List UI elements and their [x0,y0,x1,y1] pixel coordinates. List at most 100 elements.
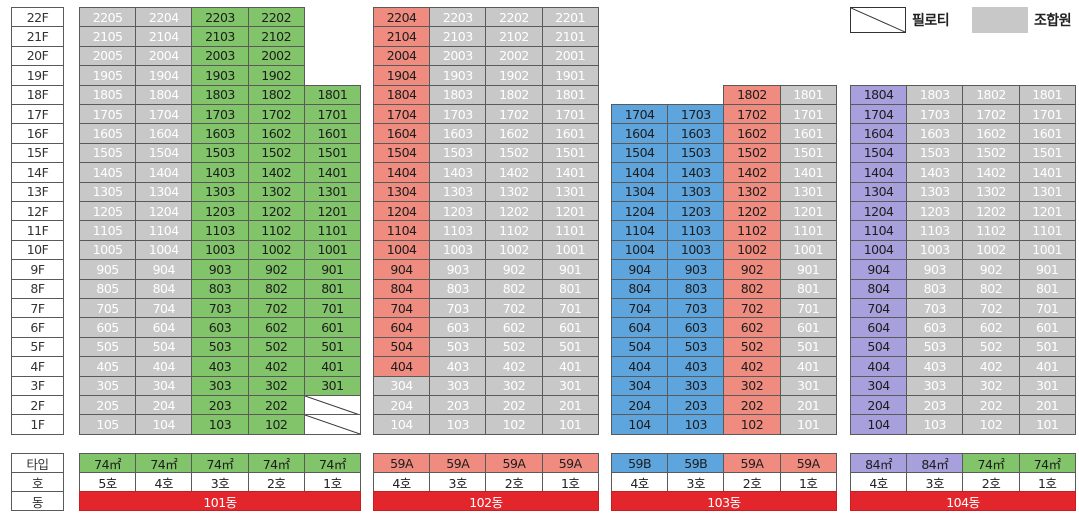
unit-type-cell: 59B [611,453,669,474]
unit-type-cell: 84㎡ [850,453,908,474]
unit-cell: 1304 [135,181,193,202]
unit-cell: 1405 [79,162,137,183]
unit-cell: 604 [850,317,908,338]
unit-type-cell: 74㎡ [191,453,249,474]
unit-cell: 702 [962,298,1020,319]
unit-cell: 1305 [79,181,137,202]
unit-cell: 1002 [723,239,781,261]
unit-cell: 401 [541,356,599,377]
unit-cell: 1401 [303,162,361,183]
unit-cell: 1104 [611,220,669,241]
unit-cell: 2001 [541,45,599,67]
unit-cell: 802 [723,278,781,299]
unit-cell: 1204 [135,201,193,222]
unit-cell: 601 [541,317,599,338]
floor-label: 18F [11,84,64,105]
unit-cell: 503 [906,336,964,358]
unit-cell: 704 [611,298,669,319]
unit-cell: 2103 [429,26,487,47]
unit-cell: 1803 [906,84,964,105]
unit-cell: 1203 [191,201,249,222]
unit-type-cell: 59B [667,453,725,474]
unit-cell: 2104 [135,26,193,47]
unit-cell: 901 [541,259,599,280]
unit-cell: 104 [611,414,669,435]
unit-cell: 804 [850,278,908,299]
unit-cell: 705 [79,298,137,319]
unit-cell: 301 [303,375,361,396]
unit-cell: 2103 [191,26,249,47]
unit-cell: 1304 [611,181,669,202]
unit-cell: 1404 [373,162,431,183]
unit-cell: 401 [303,356,361,377]
unit-cell: 403 [429,356,487,377]
unit-cell: 1104 [850,220,908,241]
row-label-type: 타입 [11,453,64,474]
unit-number-cell: 3호 [429,472,487,493]
unit-cell: 504 [611,336,669,358]
unit-cell: 602 [247,317,305,338]
unit-cell: 802 [247,278,305,299]
unit-cell: 2202 [485,7,543,28]
unit-cell: 1704 [850,104,908,125]
floor-label: 13F [11,181,64,202]
unit-cell: 504 [373,336,431,358]
unit-cell: 701 [303,298,361,319]
unit-cell: 2104 [373,26,431,47]
unit-cell: 301 [779,375,837,396]
unit-cell: 1502 [247,142,305,164]
unit-cell: 404 [135,356,193,377]
unit-cell: 1602 [485,123,543,144]
unit-cell: 2204 [373,7,431,28]
unit-cell: 1703 [429,104,487,125]
unit-cell: 101 [779,414,837,435]
unit-cell: 1303 [191,181,249,202]
unit-cell: 202 [962,395,1020,416]
unit-cell: 1601 [1018,123,1076,144]
unit-cell: 1004 [135,239,193,261]
unit-cell: 1702 [723,104,781,125]
unit-cell: 1003 [429,239,487,261]
unit-cell: 1701 [541,104,599,125]
unit-cell: 1801 [303,84,361,105]
unit-cell: 304 [611,375,669,396]
unit-cell: 601 [303,317,361,338]
unit-cell: 503 [667,336,725,358]
unit-number-cell: 1호 [303,472,361,493]
unit-cell: 1502 [962,142,1020,164]
piloti-cell [303,395,361,416]
unit-cell: 501 [1018,336,1076,358]
unit-cell: 801 [1018,278,1076,299]
unit-cell: 1103 [667,220,725,241]
unit-cell: 1402 [723,162,781,183]
unit-cell: 903 [906,259,964,280]
unit-cell: 304 [373,375,431,396]
unit-cell: 1502 [723,142,781,164]
unit-number-cell: 1호 [779,472,837,493]
unit-cell: 1602 [247,123,305,144]
unit-cell: 1303 [429,181,487,202]
unit-cell: 902 [962,259,1020,280]
unit-cell: 1105 [79,220,137,241]
unit-cell: 1501 [1018,142,1076,164]
unit-cell: 1804 [135,84,193,105]
unit-cell: 802 [485,278,543,299]
unit-cell: 1004 [611,239,669,261]
unit-cell: 1801 [779,84,837,105]
unit-cell: 1802 [247,84,305,105]
floor-label: 15F [11,142,64,164]
unit-cell: 503 [191,336,249,358]
floor-label: 7F [11,298,64,319]
unit-cell: 202 [485,395,543,416]
floor-label: 19F [11,65,64,86]
unit-cell: 903 [191,259,249,280]
floor-label: 5F [11,336,64,358]
unit-cell: 903 [429,259,487,280]
unit-cell: 1804 [850,84,908,105]
unit-cell: 1603 [906,123,964,144]
unit-cell: 204 [611,395,669,416]
unit-cell: 1103 [906,220,964,241]
unit-cell: 303 [191,375,249,396]
unit-cell: 1102 [962,220,1020,241]
unit-cell: 801 [779,278,837,299]
